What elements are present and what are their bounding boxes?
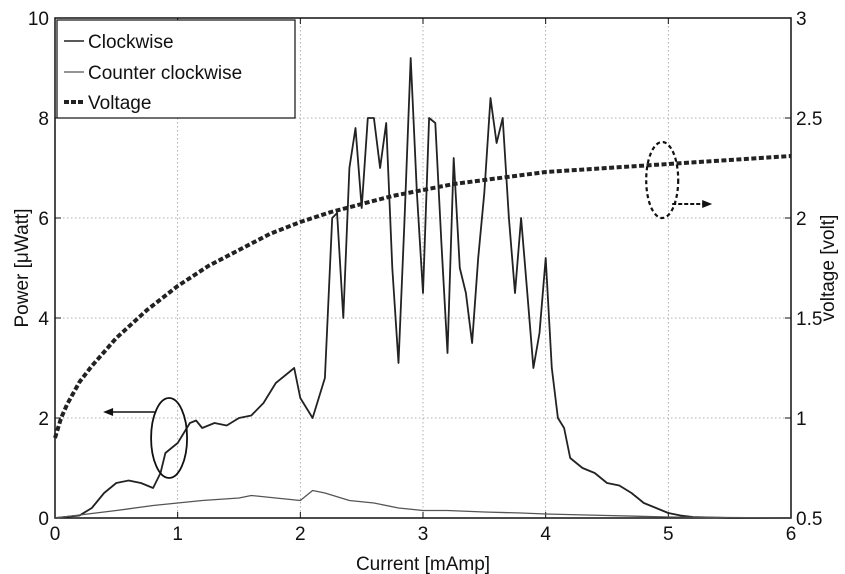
x-tick-label: 6 — [786, 524, 797, 545]
x-axis-label: Current [mAmp] — [356, 554, 490, 574]
y-axis-left-label: Power [μWatt] — [12, 209, 33, 328]
y-right-tick-label: 3 — [796, 9, 807, 30]
annotation-arrow-right-head — [702, 200, 713, 208]
x-tick-label: 5 — [663, 524, 674, 545]
axis-ticks: 0 1 2 3 4 5 6 0 2 4 6 8 10 0.5 1 1.5 2 2.5 3 — [28, 9, 823, 545]
legend-label-clockwise: Clockwise — [88, 32, 174, 53]
legend: Clockwise Counter clockwise Voltage — [56, 19, 296, 119]
grid-lines — [55, 18, 791, 518]
series-line-counter-clockwise — [54, 489, 792, 519]
y-right-tick-label: 1.5 — [796, 309, 822, 330]
x-tick-label: 2 — [295, 524, 306, 545]
y-left-tick-label: 0 — [38, 509, 49, 530]
x-tick-label: 4 — [540, 524, 551, 545]
y-axis-right-label: voltage [volt] — [818, 215, 839, 322]
legend-label-counter-clockwise: Counter clockwise — [88, 63, 242, 84]
x-tick-label: 3 — [418, 524, 429, 545]
y-left-tick-label: 4 — [38, 309, 49, 330]
series-layer — [53, 57, 792, 519]
y-left-tick-label: 10 — [28, 9, 49, 30]
x-tick-label: 1 — [172, 524, 183, 545]
series-line-voltage — [53, 154, 792, 439]
y-right-tick-label: 2 — [796, 209, 807, 230]
y-right-tick-label: 1 — [796, 409, 807, 430]
y-left-tick-label: 2 — [38, 409, 49, 430]
annotation-ellipse-clockwise — [150, 397, 188, 479]
series-line-clockwise — [54, 57, 791, 519]
y-right-tick-label: 0.5 — [796, 509, 822, 530]
y-right-tick-label: 2.5 — [796, 109, 822, 130]
legend-label-voltage: Voltage — [88, 93, 151, 114]
y-left-tick-label: 6 — [38, 209, 49, 230]
annotation-arrow-left-head — [103, 408, 114, 416]
annotation-layer — [103, 140, 713, 479]
legend-box — [56, 19, 296, 119]
annotation-ellipse-voltage — [645, 140, 680, 220]
x-tick-label: 0 — [50, 524, 61, 545]
y-left-tick-label: 8 — [38, 109, 49, 130]
